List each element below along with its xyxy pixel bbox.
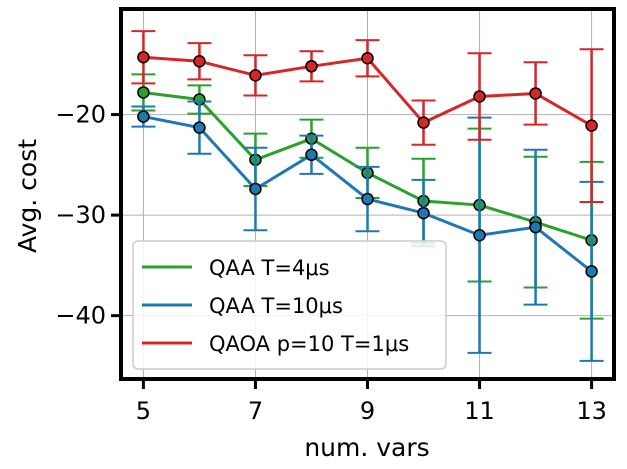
- series-layer: [131, 30, 604, 362]
- data-point: [417, 206, 430, 220]
- data-point: [361, 192, 374, 206]
- legend-entry: QAOA p=10 T=1μs: [142, 332, 409, 356]
- y-tick-label: −40: [55, 302, 106, 330]
- data-point: [249, 182, 262, 196]
- data-point: [585, 119, 598, 132]
- x-tick-label: 7: [248, 397, 263, 425]
- legend-label: QAA T=10μs: [209, 294, 343, 318]
- series-3: [131, 30, 604, 204]
- data-point: [305, 148, 318, 162]
- legend-entry: QAA T=4μs: [142, 256, 330, 280]
- data-point: [473, 90, 486, 103]
- legend-entry: QAA T=10μs: [142, 294, 343, 318]
- data-point: [529, 87, 542, 100]
- x-tick-label: 13: [576, 397, 607, 425]
- data-point: [305, 60, 318, 73]
- data-point: [417, 116, 430, 129]
- data-point: [137, 110, 150, 123]
- series-2: [131, 100, 604, 362]
- x-axis-label: num. vars: [304, 433, 429, 462]
- data-point: [137, 51, 150, 64]
- data-point: [529, 220, 542, 234]
- data-point: [585, 265, 598, 278]
- legend-box: [132, 240, 447, 370]
- x-tick-label: 5: [136, 397, 151, 425]
- data-point: [473, 228, 486, 242]
- legend-label: QAA T=4μs: [209, 256, 330, 280]
- data-point: [361, 52, 374, 65]
- legend: QAA T=4μs QAA T=10μs QAOA p=10 T=1μs: [132, 240, 447, 370]
- data-point: [193, 55, 206, 68]
- y-axis-label: Avg. cost: [13, 139, 42, 253]
- y-tick-label: −20: [55, 101, 106, 129]
- legend-label: QAOA p=10 T=1μs: [209, 332, 409, 356]
- x-tick-label: 9: [360, 397, 375, 425]
- y-tick-label: −30: [55, 201, 106, 229]
- data-point: [249, 69, 262, 82]
- ticks: 5 7 9 11 13 −20 −30 −40: [55, 101, 607, 425]
- x-tick-label: 11: [464, 397, 495, 425]
- data-point: [193, 121, 206, 134]
- data-point: [137, 86, 150, 99]
